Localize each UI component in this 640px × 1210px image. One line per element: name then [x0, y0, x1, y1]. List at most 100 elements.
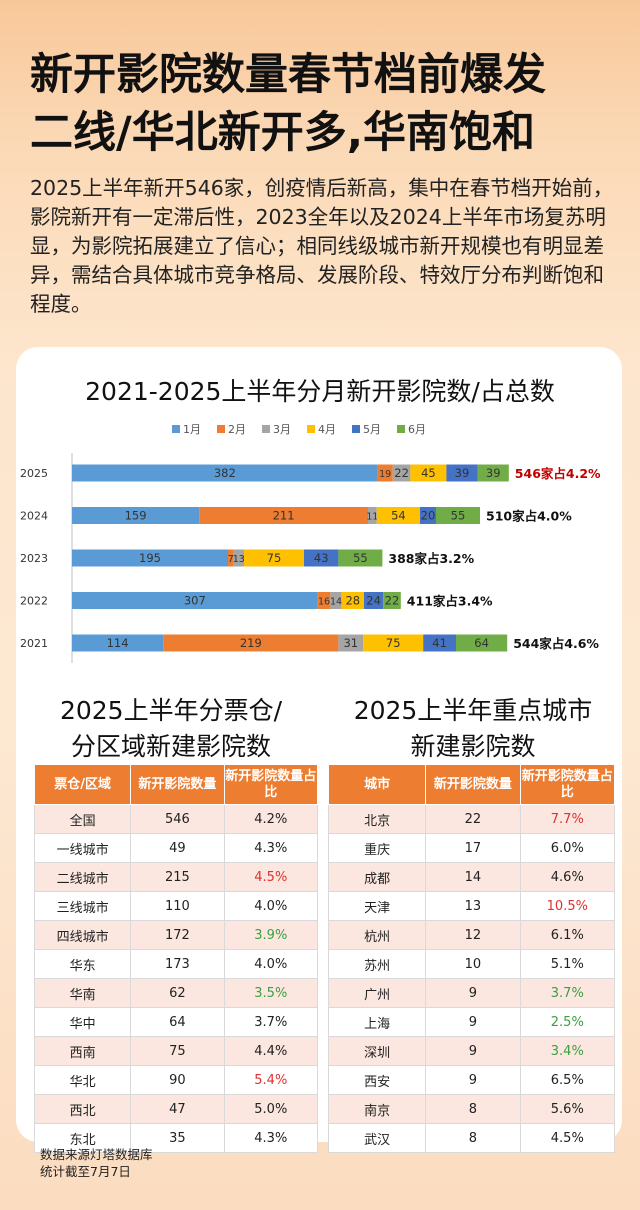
year-label-2022: 2022	[20, 595, 48, 608]
region-header-2: 新开影院数量	[130, 764, 225, 805]
region-cell-count: 62	[130, 978, 225, 1008]
table-row: 华南 62 3.5%	[33, 978, 319, 1008]
bar-value-2021-4: 75	[386, 636, 401, 650]
bar-value-2024-4: 54	[391, 509, 406, 523]
bar-2024-2	[199, 507, 368, 524]
city-header-2: 新开影院数量	[425, 764, 521, 805]
headline: 新开影院数量春节档前爆发 二线/华北新开多,华南饱和	[30, 46, 620, 162]
bar-value-2021-3: 31	[343, 636, 358, 650]
region-cell-count: 90	[130, 1065, 225, 1095]
bar-2021-5	[423, 634, 456, 652]
region-cell-count: 110	[130, 891, 225, 921]
city-header-3: 新开影院数量占比	[519, 764, 616, 805]
bar-value-2025-3: 22	[394, 466, 409, 480]
bar-2024-1	[72, 507, 200, 524]
bar-2022-2	[317, 592, 331, 609]
region-cell-name: 华中	[33, 1007, 132, 1037]
total-label-2025: 546家占4.2%	[515, 466, 601, 481]
legend-swatch-2	[217, 425, 225, 433]
region-cell-count: 35	[130, 1123, 225, 1153]
city-cell-count: 12	[425, 920, 521, 950]
legend-swatch-3	[262, 425, 270, 433]
city-cell-pct: 5.1%	[519, 949, 616, 979]
region-cell-pct: 5.4%	[223, 1065, 319, 1095]
bar-2025-4	[410, 464, 447, 482]
city-cell-pct: 3.4%	[519, 1036, 616, 1066]
bar-value-2024-6: 55	[451, 509, 466, 523]
region-cell-name: 三线城市	[33, 891, 132, 921]
city-cell-count: 14	[425, 862, 521, 892]
bar-value-2024-2: 211	[273, 509, 295, 523]
bar-2021-1	[72, 634, 164, 652]
region-cell-pct: 3.9%	[223, 920, 319, 950]
bar-value-2025-6: 39	[486, 466, 501, 480]
table-row: 华北 90 5.4%	[33, 1065, 319, 1095]
city-cell-name: 天津	[327, 891, 427, 921]
table-row: 广州 9 3.7%	[327, 978, 616, 1008]
city-cell-count: 17	[425, 833, 521, 863]
bar-value-2022-4: 28	[345, 594, 360, 608]
right-table-title-line-1: 2025上半年重点城市	[353, 696, 593, 725]
table-row: 全国 546 4.2%	[33, 804, 319, 834]
region-cell-count: 215	[130, 862, 225, 892]
table-row: 天津 13 10.5%	[327, 891, 616, 921]
city-cell-pct: 6.5%	[519, 1065, 616, 1095]
table-row: 一线城市 49 4.3%	[33, 833, 319, 863]
region-cell-count: 47	[130, 1094, 225, 1124]
legend-label-3: 3月	[273, 423, 291, 436]
bar-2025-6	[477, 464, 509, 482]
table-row: 上海 9 2.5%	[327, 1007, 616, 1037]
city-cell-pct: 7.7%	[519, 804, 616, 834]
bar-value-2024-5: 20	[421, 509, 436, 523]
total-label-2022: 411家占3.4%	[407, 594, 493, 609]
bar-2023-4	[244, 549, 304, 567]
city-cell-name: 上海	[327, 1007, 427, 1037]
legend-label-5: 5月	[363, 423, 381, 436]
headline-line-2: 二线/华北新开多,华南饱和	[30, 108, 536, 158]
bar-value-2021-1: 114	[107, 636, 129, 650]
city-cell-count: 9	[425, 1036, 521, 1066]
footnote: 数据来源灯塔数据库 统计截至7月7日	[40, 1146, 153, 1180]
bar-2022-1	[72, 592, 318, 609]
city-cell-pct: 6.0%	[519, 833, 616, 863]
bar-value-2022-2: 16	[318, 597, 330, 608]
bar-2024-4	[376, 507, 420, 524]
bar-2022-4	[341, 592, 364, 609]
city-cell-name: 武汉	[327, 1123, 427, 1153]
table-row: 东北 35 4.3%	[33, 1123, 319, 1153]
region-cell-count: 172	[130, 920, 225, 950]
bar-2025-1	[72, 464, 378, 482]
bar-2023-2	[228, 549, 234, 567]
bar-2022-6	[383, 592, 401, 609]
total-label-2023: 388家占3.2%	[388, 551, 474, 566]
bar-value-2022-6: 22	[385, 594, 400, 608]
footnote-cutoff: 统计截至7月7日	[40, 1164, 131, 1179]
bar-value-2023-6: 55	[353, 551, 368, 565]
city-table: 城市 新开影院数量 新开影院数量占比 北京 22 7.7% 重庆 17 6.0% 成都 14 4.6%…	[327, 764, 616, 1153]
city-cell-pct: 2.5%	[519, 1007, 616, 1037]
city-cell-count: 9	[425, 1065, 521, 1095]
table-row: 四线城市 172 3.9%	[33, 920, 319, 950]
table-row: 武汉 8 4.5%	[327, 1123, 616, 1153]
bar-2024-3	[368, 507, 377, 524]
region-cell-pct: 4.0%	[223, 891, 319, 921]
legend-label-1: 1月	[183, 423, 201, 436]
bar-value-2025-4: 45	[421, 466, 436, 480]
bar-value-2021-5: 41	[432, 636, 447, 650]
table-row: 北京 22 7.7%	[327, 804, 616, 834]
city-cell-name: 苏州	[327, 949, 427, 979]
table-row: 华中 64 3.7%	[33, 1007, 319, 1037]
total-label-2024: 510家占4.0%	[486, 509, 572, 524]
region-cell-name: 华北	[33, 1065, 132, 1095]
legend-label-4: 4月	[318, 423, 336, 436]
region-cell-pct: 4.5%	[223, 862, 319, 892]
table-row: 二线城市 215 4.5%	[33, 862, 319, 892]
legend-swatch-4	[307, 425, 315, 433]
city-cell-pct: 6.1%	[519, 920, 616, 950]
table-row: 苏州 10 5.1%	[327, 949, 616, 979]
year-label-2024: 2024	[20, 510, 48, 523]
bar-2022-5	[364, 592, 384, 609]
city-cell-count: 9	[425, 1007, 521, 1037]
year-label-2023: 2023	[20, 552, 48, 565]
city-cell-name: 南京	[327, 1094, 427, 1124]
